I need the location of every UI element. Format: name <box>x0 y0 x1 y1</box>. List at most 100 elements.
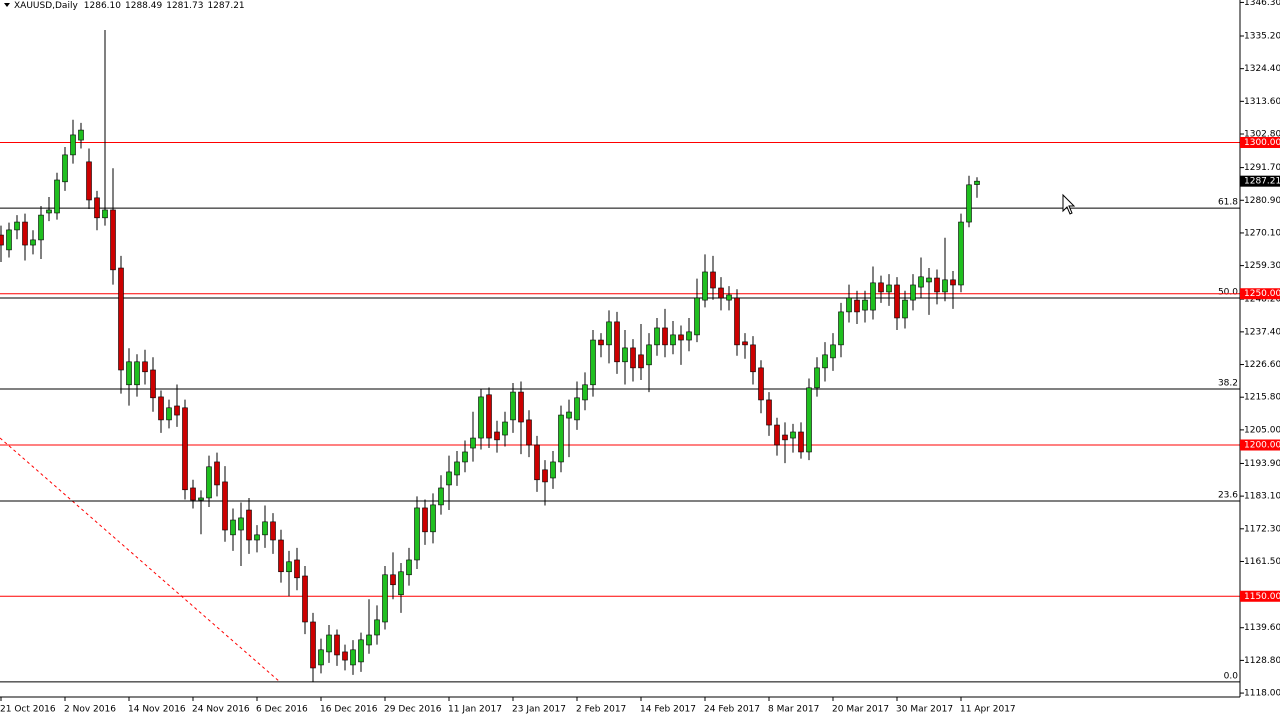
x-tick-label: 14 Nov 2016 <box>128 705 186 715</box>
candle-body-down <box>214 461 220 486</box>
quote-close: 1287.21 <box>207 1 244 11</box>
candle-body-up <box>102 209 108 219</box>
candle-body-up <box>238 517 244 531</box>
candle-body-down <box>422 507 428 533</box>
menu-arrow[interactable] <box>4 3 10 7</box>
chart-header: XAUUSD,Daily 1286.10 1288.49 1281.73 1287.21 <box>14 1 245 11</box>
candle-body-up <box>406 559 412 576</box>
y-tick-label: 1270.10 <box>1244 228 1280 238</box>
candle-body-down <box>710 271 716 289</box>
fib-label: 61.8 <box>1218 198 1238 208</box>
candle-body-up <box>646 344 652 366</box>
candle-body-down <box>142 361 148 373</box>
candle-body-down <box>278 539 284 573</box>
candle-body-down <box>494 431 500 441</box>
level-box-label: 1300.00 <box>1244 138 1280 148</box>
candle-body-up <box>462 451 468 463</box>
x-tick-label: 8 Mar 2017 <box>768 705 819 715</box>
candle-body-down <box>342 651 348 661</box>
candle-body-down <box>854 299 860 313</box>
x-tick-label: 24 Nov 2016 <box>192 705 250 715</box>
x-tick-label: 16 Dec 2016 <box>320 705 378 715</box>
x-tick-label: 11 Jan 2017 <box>448 705 502 715</box>
candle-body-up <box>918 276 924 288</box>
candle-body-up <box>438 487 444 506</box>
candle-body-down <box>22 221 28 246</box>
quote-high: 1288.49 <box>125 1 162 11</box>
y-tick-label: 1302.80 <box>1244 130 1280 140</box>
y-tick-label: 1226.60 <box>1244 360 1280 370</box>
candle-body-up <box>582 384 588 401</box>
candle-body-down <box>334 634 340 656</box>
candle-body-up <box>454 461 460 476</box>
y-tick-label: 1237.40 <box>1244 327 1280 337</box>
candle-body-up <box>62 154 68 183</box>
candle-body-up <box>870 282 876 311</box>
level-box <box>1240 439 1280 451</box>
candle-body-up <box>606 321 612 346</box>
y-tick-label: 1139.60 <box>1244 623 1280 633</box>
x-tick-label: 2 Nov 2016 <box>64 705 116 715</box>
candle-body-up <box>862 299 868 311</box>
candle-body-down <box>894 284 900 319</box>
candle-body-down <box>782 434 788 441</box>
candles <box>0 29 980 682</box>
candle-body-up <box>670 334 676 346</box>
candle-body-up <box>806 387 812 453</box>
candle-body-up <box>814 367 820 389</box>
candle-body-up <box>966 184 972 223</box>
candle-body-up <box>78 129 84 141</box>
x-tick-label: 11 Apr 2017 <box>960 705 1016 715</box>
candle-body-up <box>430 504 436 533</box>
candle-body-down <box>270 521 276 541</box>
candle-body-down <box>614 321 620 363</box>
candle-body-up <box>350 649 356 666</box>
candle-body-up <box>654 327 660 346</box>
candle-body-up <box>686 331 692 341</box>
y-tick-label: 1346.30 <box>1244 0 1280 8</box>
x-tick-label: 29 Dec 2016 <box>384 705 442 715</box>
candle-body-up <box>46 209 52 214</box>
x-tick-label: 14 Feb 2017 <box>640 705 696 715</box>
quote-low: 1281.73 <box>166 1 203 11</box>
candle-body-down <box>0 234 4 246</box>
candle-body-down <box>310 621 316 669</box>
candle-body-down <box>742 341 748 346</box>
trend-line <box>0 437 281 683</box>
candle-body-down <box>302 575 308 623</box>
candle-body-down <box>190 487 196 501</box>
candle-body-down <box>118 267 124 371</box>
x-tick-label: 20 Mar 2017 <box>832 705 889 715</box>
candle-body-up <box>358 639 364 663</box>
fib-label: 23.6 <box>1218 490 1238 500</box>
price-box <box>1240 175 1280 187</box>
candle-body-down <box>542 469 548 483</box>
x-tick-label: 24 Feb 2017 <box>704 705 760 715</box>
candle-body-up <box>942 279 948 293</box>
level-box <box>1240 288 1280 300</box>
candle-body-down <box>518 391 524 423</box>
candle-body-down <box>934 277 940 293</box>
candle-body-up <box>574 397 580 421</box>
candle-body-up <box>886 284 892 293</box>
candle-body-down <box>718 287 724 299</box>
candle-body-up <box>622 347 628 363</box>
candle-body-down <box>878 282 884 293</box>
candle-body-down <box>638 354 644 369</box>
candle-body-up <box>846 297 852 313</box>
candle-body-up <box>14 221 20 231</box>
fib-label: 0.0 <box>1224 671 1239 681</box>
y-tick-label: 1161.50 <box>1244 557 1280 567</box>
candle-body-down <box>630 347 636 369</box>
y-tick-label: 1205.00 <box>1244 425 1280 435</box>
level-box <box>1240 590 1280 602</box>
x-tick-label: 6 Dec 2016 <box>256 705 308 715</box>
candle-body-up <box>838 311 844 346</box>
candle-body-down <box>86 161 92 201</box>
candle-body-down <box>798 431 804 453</box>
candle-body-up <box>126 361 132 386</box>
x-tick-label: 30 Mar 2017 <box>896 705 953 715</box>
y-tick-label: 1313.60 <box>1244 97 1280 107</box>
candle-body-up <box>30 239 36 246</box>
